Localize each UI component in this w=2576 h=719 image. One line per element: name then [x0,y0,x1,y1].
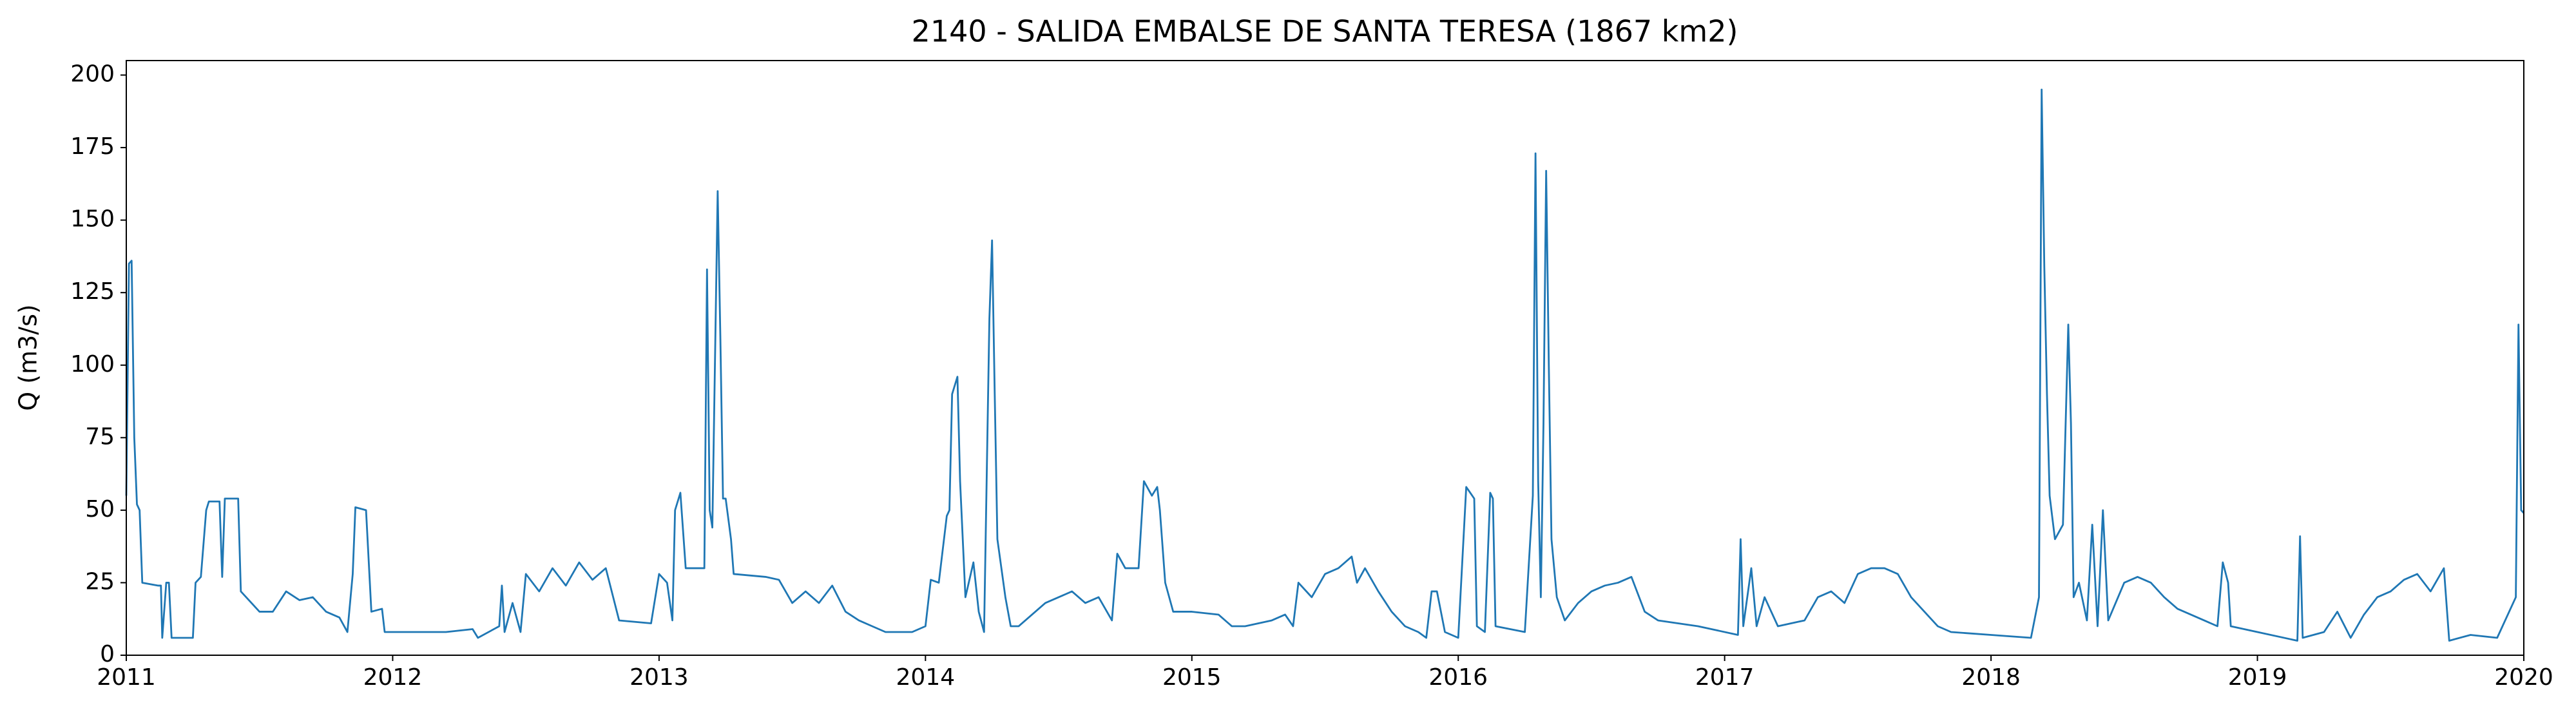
y-tick-label: 125 [70,278,115,305]
x-tick-label: 2015 [1162,664,1222,691]
x-tick-label: 2011 [97,664,156,691]
x-tick-label: 2012 [363,664,423,691]
y-tick-label: 175 [70,133,115,160]
x-tick-label: 2017 [1695,664,1754,691]
y-tick-label: 100 [70,351,115,378]
data-line [125,88,2525,642]
y-tick-label: 150 [70,206,115,233]
x-tick-label: 2019 [2228,664,2287,691]
y-axis-label: Q (m3/s) [14,304,43,410]
y-tick-label: 25 [85,568,115,595]
plot-frame [126,60,2524,656]
y-tick-label: 0 [100,641,115,667]
y-tick-label: 50 [85,496,115,522]
y-tick-label: 200 [70,61,115,88]
x-tick-label: 2016 [1428,664,1488,691]
x-tick-label: 2018 [1961,664,2021,691]
x-tick-label: 2020 [2494,664,2553,691]
x-tick-label: 2013 [630,664,689,691]
chart-title: 2140 - SALIDA EMBALSE DE SANTA TERESA (1… [912,14,1738,49]
y-tick-label: 75 [85,423,115,450]
x-tick-label: 2014 [896,664,956,691]
